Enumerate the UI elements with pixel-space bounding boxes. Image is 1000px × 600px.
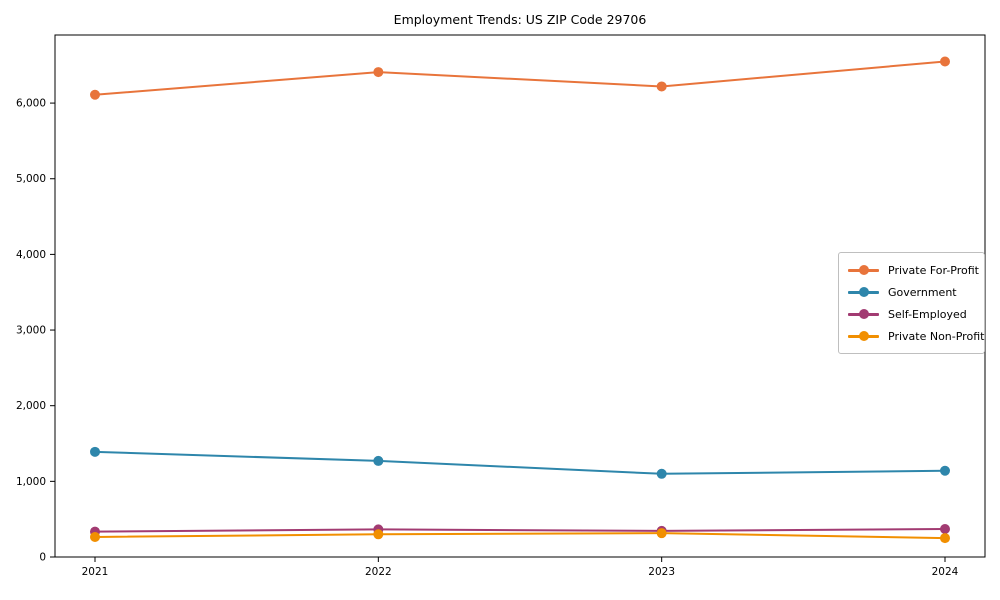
data-point	[940, 56, 950, 67]
legend-marker-icon	[848, 331, 879, 342]
data-point	[656, 468, 667, 479]
legend-label: Government	[888, 285, 957, 299]
legend: Private For-Profit Government Self-Employe…	[838, 252, 985, 354]
series-line	[94, 450, 946, 475]
data-point	[373, 67, 384, 78]
legend-item: Government	[848, 283, 976, 301]
legend-label: Private Non-Profit	[888, 329, 985, 343]
series-line	[94, 532, 946, 540]
plot-border	[54, 34, 986, 558]
x-tick-label: 2022	[365, 566, 392, 578]
y-tick-label: 2,000	[16, 400, 46, 412]
data-point	[656, 528, 667, 539]
legend-item: Private For-Profit	[848, 261, 979, 279]
x-tick-label: 2023	[648, 566, 675, 578]
data-point	[373, 455, 384, 466]
legend-label: Private For-Profit	[888, 263, 979, 277]
data-point	[90, 446, 100, 457]
y-tick-label: 0	[39, 552, 46, 564]
legend-item: Private Non-Profit	[848, 327, 984, 345]
data-point	[90, 89, 100, 100]
legend-label: Self-Employed	[888, 307, 967, 321]
y-tick-label: 1,000	[16, 476, 46, 488]
data-point	[940, 465, 950, 476]
y-tick-label: 4,000	[16, 249, 46, 261]
x-tick-label: 2021	[82, 566, 109, 578]
legend-marker-icon	[848, 309, 879, 320]
data-point	[373, 529, 384, 540]
legend-marker-icon	[848, 287, 879, 298]
data-point	[90, 531, 100, 542]
series-line	[94, 60, 946, 96]
data-point	[940, 524, 950, 535]
y-tick-label: 6,000	[16, 98, 46, 110]
y-tick-label: 3,000	[16, 325, 46, 337]
data-point	[940, 533, 950, 544]
series-line	[94, 528, 946, 533]
x-tick-label: 2024	[932, 566, 959, 578]
y-tick-label: 5,000	[16, 173, 46, 185]
legend-item: Self-Employed	[848, 305, 976, 323]
chart-title: Employment Trends: US ZIP Code 29706	[393, 12, 647, 27]
data-point	[656, 81, 667, 92]
legend-marker-icon	[848, 265, 879, 276]
